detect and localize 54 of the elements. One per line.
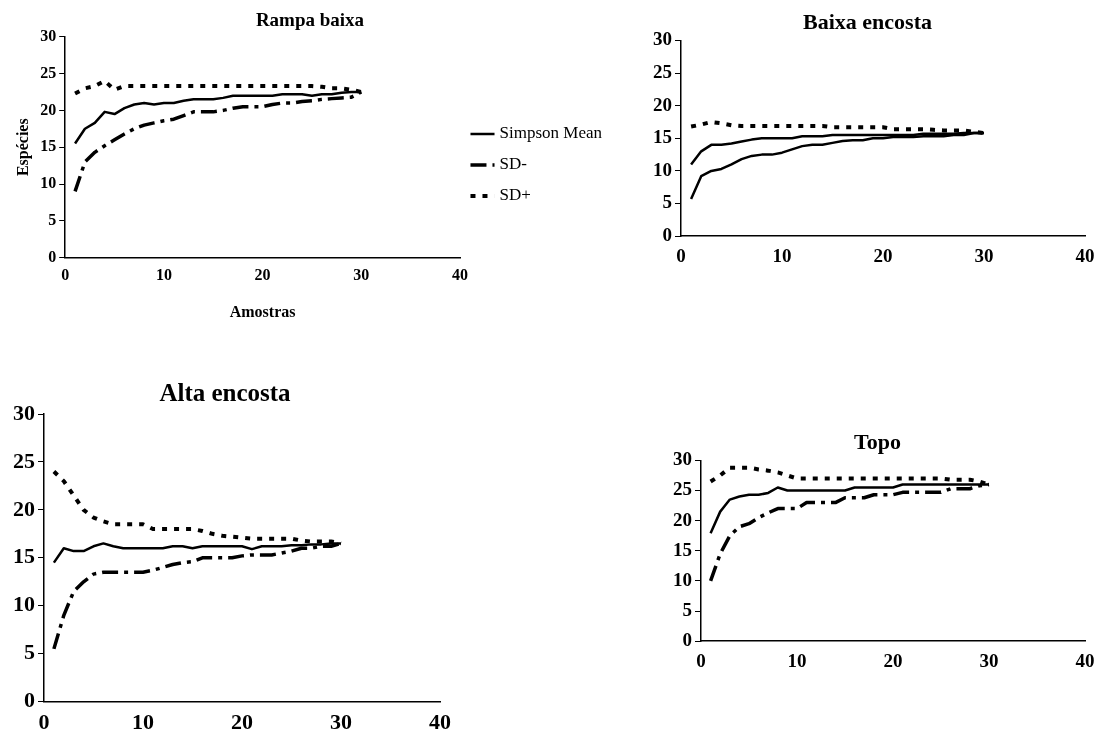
y-tick-label: 15 <box>653 126 672 148</box>
y-tick-label: 15 <box>673 538 692 560</box>
y-tick-label: 10 <box>13 591 35 617</box>
x-axis-title: Amostras <box>229 302 296 320</box>
x-tick-label: 40 <box>1075 244 1095 266</box>
x-tick-label: 10 <box>155 266 172 284</box>
y-tick-label: 20 <box>653 93 672 115</box>
y-tick-label: 5 <box>24 639 35 665</box>
chart-title: Baixa encosta <box>803 8 932 34</box>
y-tick-label: 0 <box>662 224 672 246</box>
x-tick-label: 20 <box>231 709 253 735</box>
y-tick-label: 0 <box>682 629 692 651</box>
y-tick-label: 30 <box>40 26 57 44</box>
x-tick-label: 0 <box>696 649 706 671</box>
x-tick-label: 40 <box>452 266 468 284</box>
y-tick-label: 20 <box>13 495 35 521</box>
x-tick-label: 20 <box>873 244 893 266</box>
chart-title: Rampa baixa <box>255 9 365 31</box>
y-tick-label: 15 <box>13 543 35 569</box>
legend-label: SD- <box>499 154 528 174</box>
y-tick-label: 15 <box>40 137 57 155</box>
x-tick-label: 40 <box>1075 649 1095 671</box>
y-tick-label: 5 <box>48 210 57 228</box>
x-tick-label: 20 <box>883 649 903 671</box>
x-tick-label: 30 <box>330 709 352 735</box>
y-tick-label: 20 <box>673 508 692 530</box>
y-tick-label: 20 <box>40 100 57 118</box>
y-tick-label: 25 <box>673 478 692 500</box>
y-tick-label: 30 <box>653 28 672 50</box>
y-tick-label: 25 <box>40 63 57 81</box>
y-tick-label: 10 <box>653 158 672 180</box>
x-tick-label: 10 <box>772 244 792 266</box>
x-tick-label: 30 <box>353 266 370 284</box>
x-tick-label: 10 <box>132 709 154 735</box>
x-tick-label: 20 <box>254 266 271 284</box>
chart-title: Topo <box>854 428 901 454</box>
y-tick-label: 30 <box>13 399 35 425</box>
y-tick-label: 25 <box>653 60 672 82</box>
x-tick-label: 30 <box>974 244 994 266</box>
y-tick-label: 10 <box>673 568 692 590</box>
y-tick-label: 0 <box>24 687 35 713</box>
y-tick-label: 10 <box>40 174 57 192</box>
chart-title: Alta encosta <box>159 379 292 407</box>
y-tick-label: 5 <box>662 191 672 213</box>
legend-label: SD+ <box>499 185 531 205</box>
y-tick-label: 25 <box>13 447 35 473</box>
x-tick-label: 10 <box>787 649 807 671</box>
x-tick-label: 40 <box>429 709 451 735</box>
y-axis-title: Espécies <box>13 118 32 177</box>
x-tick-label: 30 <box>979 649 999 671</box>
y-tick-label: 30 <box>673 448 692 470</box>
y-tick-label: 5 <box>682 598 692 620</box>
legend-label: Simpson Mean <box>499 123 603 143</box>
x-tick-label: 0 <box>61 266 70 284</box>
